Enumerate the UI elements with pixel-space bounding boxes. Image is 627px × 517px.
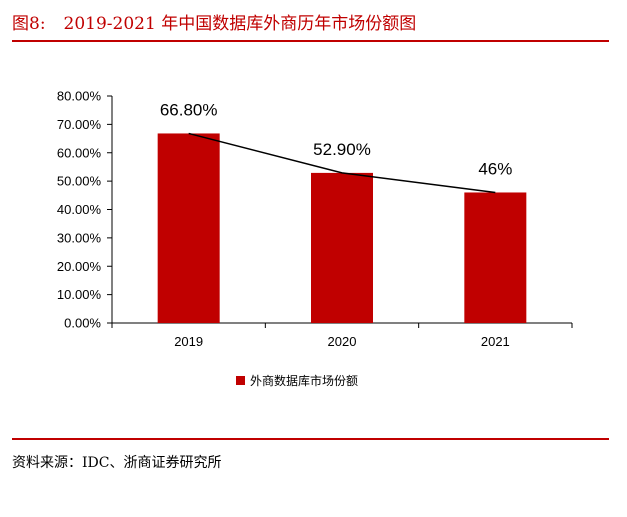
bar — [464, 192, 527, 323]
data-label: 66.80% — [160, 100, 218, 119]
bar — [157, 133, 220, 323]
y-tick-label: 20.00% — [57, 259, 102, 274]
y-tick-label: 60.00% — [57, 145, 102, 160]
trend-line — [188, 132, 496, 194]
trend-line-group — [188, 132, 496, 194]
legend-label: 外商数据库市场份额 — [250, 373, 358, 388]
figure-number: 图8: — [12, 14, 46, 34]
y-tick-label: 0.00% — [64, 316, 101, 331]
figure-caption: 图8: 2019-2021 年中国数据库外商历年市场份额图 — [12, 9, 416, 34]
source-note: 资料来源：IDC、浙商证券研究所 — [12, 455, 222, 471]
bar — [311, 172, 373, 323]
x-tick-label: 2019 — [174, 334, 203, 349]
legend: 外商数据库市场份额 — [236, 373, 358, 388]
y-tick-label: 10.00% — [57, 287, 102, 302]
y-tick-label: 30.00% — [57, 230, 102, 245]
y-tick-label: 70.00% — [57, 117, 102, 132]
figure-title: 2019-2021 年中国数据库外商历年市场份额图 — [63, 14, 417, 34]
bars — [157, 133, 527, 323]
x-axis: 2019 2020 2021 — [111, 322, 573, 349]
x-tick-label: 2020 — [328, 334, 357, 349]
y-axis: 0.00% 10.00% 20.00% 30.00% 40.00% 50.00% 60.00… — [57, 89, 113, 331]
x-tick-label: 2021 — [481, 334, 510, 349]
data-label: 46% — [478, 159, 512, 178]
legend-swatch — [236, 376, 245, 385]
data-labels: 66.80% 52.90% 46% — [160, 100, 513, 178]
data-label: 52.90% — [313, 140, 371, 159]
source-divider — [12, 438, 609, 440]
y-tick-label: 50.00% — [57, 174, 102, 189]
y-tick-label: 80.00% — [57, 89, 102, 104]
y-tick-label: 40.00% — [57, 202, 102, 217]
caption-divider — [12, 40, 609, 42]
